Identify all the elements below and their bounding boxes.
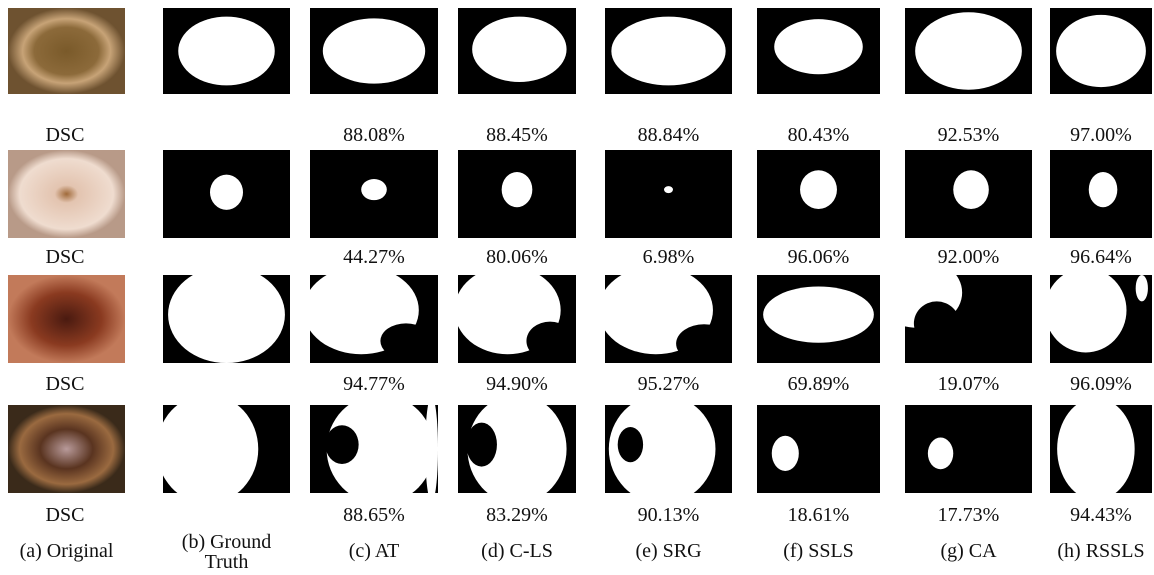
dsc-value: 97.00% (1070, 125, 1132, 145)
dsc-value: 83.29% (486, 505, 548, 525)
column-caption: (g) CA (940, 541, 996, 561)
dsc-value: 96.06% (788, 247, 850, 267)
dsc-value: 88.84% (638, 125, 700, 145)
lesion-region (472, 17, 566, 82)
row-label: DSC (46, 374, 85, 394)
lesion-region (380, 323, 431, 358)
lesion-region (178, 17, 275, 86)
lesion-region (772, 436, 799, 471)
lesion-region (1089, 172, 1118, 207)
column-caption: (b) Ground Truth (162, 532, 292, 572)
lesion-region (157, 394, 259, 503)
row-label: DSC (46, 247, 85, 267)
dsc-value: 90.13% (638, 505, 700, 525)
dsc-value: 94.77% (343, 374, 405, 394)
column-caption: (e) SRG (635, 541, 701, 561)
column-caption: (a) Original (20, 541, 114, 561)
dsc-value: 88.08% (343, 125, 405, 145)
lesion-region (466, 423, 497, 467)
dsc-value: 69.89% (788, 374, 850, 394)
dsc-value: 92.00% (938, 247, 1000, 267)
lesion-region (1056, 15, 1146, 87)
dsc-value: 6.98% (643, 247, 695, 267)
lesion-region (425, 396, 438, 502)
dsc-value: 44.27% (343, 247, 405, 267)
lesion-region (928, 438, 953, 470)
dsc-value: 80.43% (788, 125, 850, 145)
dsc-value: 80.06% (486, 247, 548, 267)
lesion-region (763, 286, 874, 342)
dsc-value: 94.90% (486, 374, 548, 394)
dsc-value: 18.61% (788, 505, 850, 525)
image-grid (0, 0, 1154, 575)
column-caption: (c) AT (349, 541, 400, 561)
lesion-region (361, 179, 387, 200)
dsc-value: 88.45% (486, 125, 548, 145)
lesion-region (526, 322, 573, 361)
mask-image (605, 150, 732, 238)
original-image (8, 275, 125, 363)
lesion-region (1045, 268, 1127, 352)
dsc-value: 92.53% (938, 125, 1000, 145)
lesion-region (774, 19, 863, 74)
row-label: DSC (46, 505, 85, 525)
original-image (8, 405, 125, 493)
mask-image (905, 405, 1032, 493)
original-image (8, 8, 125, 94)
column-caption: (f) SSLS (783, 541, 854, 561)
lesion-region (676, 324, 732, 363)
dsc-value: 96.09% (1070, 374, 1132, 394)
column-caption: (h) RSSLS (1057, 541, 1144, 561)
dsc-value: 96.64% (1070, 247, 1132, 267)
column-caption: (d) C-LS (481, 541, 553, 561)
lesion-region (914, 301, 960, 345)
lesion-region (325, 425, 358, 464)
dsc-value: 95.27% (638, 374, 700, 394)
lesion-region (664, 186, 673, 193)
lesion-region (1057, 398, 1135, 500)
lesion-region (953, 170, 989, 209)
lesion-region (611, 17, 725, 86)
lesion-region (210, 175, 243, 210)
row-label: DSC (46, 125, 85, 145)
dsc-value: 88.65% (343, 505, 405, 525)
lesion-region (618, 427, 643, 462)
dsc-value: 19.07% (938, 374, 1000, 394)
lesion-region (800, 170, 837, 209)
dsc-value: 94.43% (1070, 505, 1132, 525)
lesion-region (323, 18, 425, 83)
lesion-region (502, 172, 533, 207)
lesion-region (168, 266, 285, 363)
lesion-region (1136, 275, 1148, 301)
lesion-region (915, 12, 1022, 89)
dsc-value: 17.73% (938, 505, 1000, 525)
original-image (8, 150, 125, 238)
figure: DSC 88.08% 88.45% 88.84% 80.43% 92.53% 97.00% D… (0, 0, 1154, 575)
